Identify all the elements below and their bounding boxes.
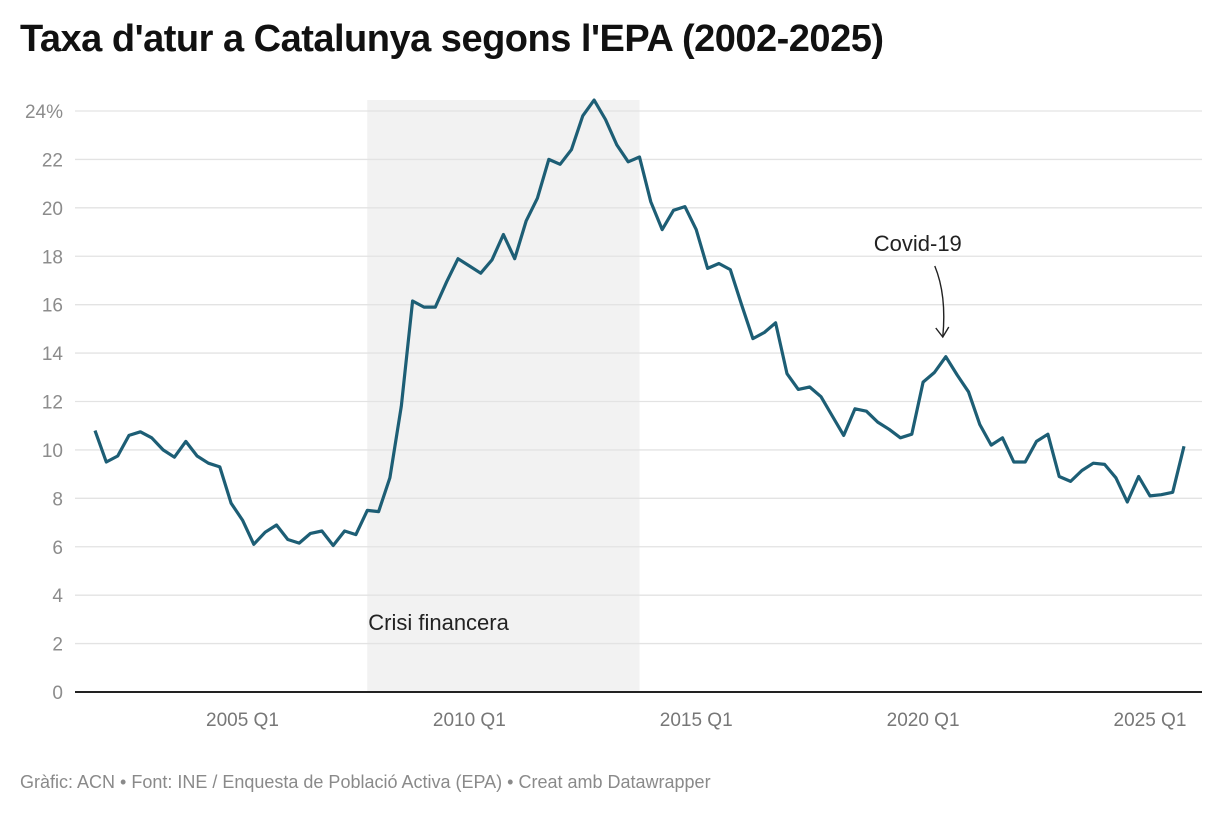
x-tick-label: 2010 Q1 <box>433 710 506 731</box>
x-tick-label: 2015 Q1 <box>660 710 733 731</box>
annotation-label: Covid-19 <box>874 231 962 256</box>
y-tick-label: 2 <box>52 635 63 656</box>
chart-title: Taxa d'atur a Catalunya segons l'EPA (20… <box>20 18 884 60</box>
shaded-region-label: Crisi financera <box>368 610 509 635</box>
y-tick-label: 4 <box>52 586 63 607</box>
x-tick-label: 2005 Q1 <box>206 710 279 731</box>
y-tick-label: 16 <box>42 296 63 317</box>
chart-footer: Gràfic: ACN • Font: INE / Enquesta de Po… <box>20 772 711 792</box>
y-tick-label: 18 <box>42 247 63 268</box>
y-tick-label: 0 <box>52 683 63 704</box>
y-tick-label: 8 <box>52 489 63 510</box>
x-tick-label: 2025 Q1 <box>1114 710 1187 731</box>
x-tick-label: 2020 Q1 <box>887 710 960 731</box>
arrowhead-icon <box>935 326 950 339</box>
y-tick-label: 14 <box>42 344 64 365</box>
y-tick-label: 10 <box>42 441 63 462</box>
y-tick-label: 24% <box>25 102 63 123</box>
annotation-arrow <box>934 265 945 338</box>
y-tick-label: 6 <box>52 538 63 559</box>
shaded-region-crisis <box>367 100 640 692</box>
y-tick-label: 22 <box>42 150 63 171</box>
y-tick-label: 12 <box>42 393 63 414</box>
y-tick-label: 20 <box>42 199 63 220</box>
